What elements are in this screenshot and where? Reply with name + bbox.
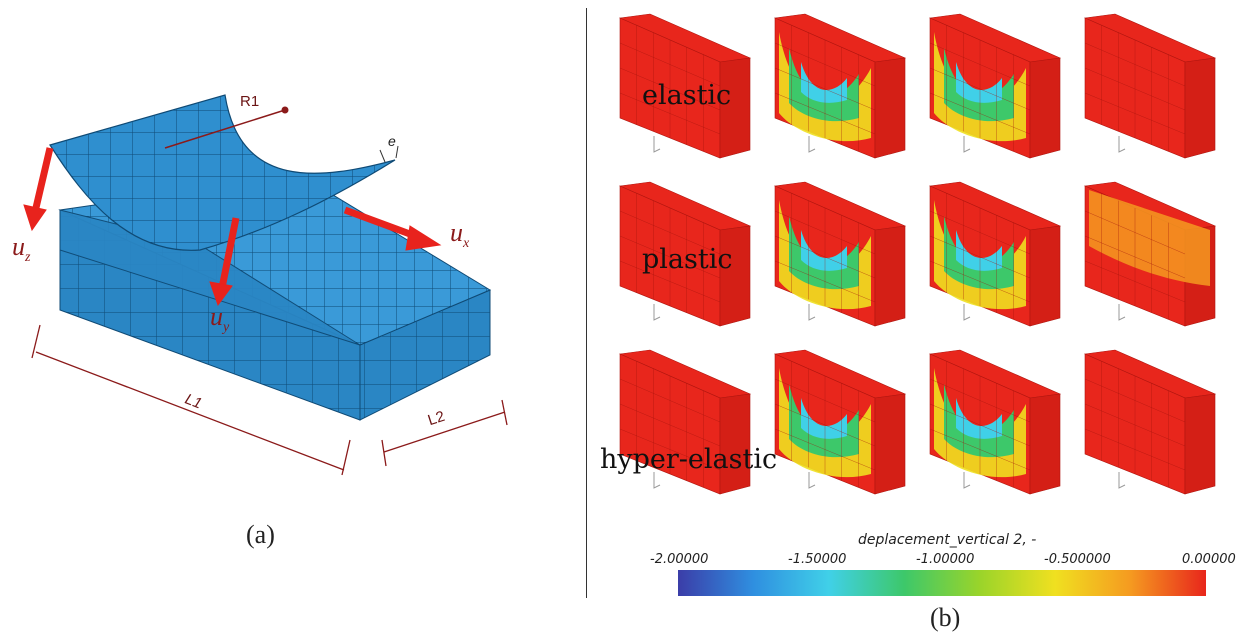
colorbar-tick-min: -2.00000 — [650, 552, 709, 567]
panel-a-mesh-diagram — [23, 94, 508, 476]
row-label-plastic: plastic — [642, 244, 733, 275]
uy-label: uy — [210, 302, 230, 336]
axis-triad-icon — [963, 304, 971, 321]
axis-triad-icon — [808, 472, 816, 489]
row-label-hyper-elastic: hyper-elastic — [600, 444, 778, 475]
result-block-r1-c2 — [928, 181, 1062, 327]
caption-a: (a) — [246, 520, 275, 549]
axis-triad-icon — [653, 472, 661, 489]
axis-triad-icon — [963, 472, 971, 489]
panel-b-results-grid — [618, 13, 1217, 495]
result-block-r2-c0 — [618, 349, 752, 495]
axis-triad-icon — [653, 304, 661, 321]
result-block-r2-c2 — [928, 349, 1062, 495]
panel-divider — [586, 8, 587, 598]
caption-b: (b) — [930, 603, 961, 632]
curved-shell — [49, 94, 396, 251]
ux-label: ux — [450, 218, 470, 252]
colorbar-tick-3: -0.500000 — [1044, 552, 1111, 567]
result-block-r0-c2 — [928, 13, 1062, 159]
e-label: e — [388, 133, 396, 149]
colorbar-tick-max: 0.00000 — [1182, 552, 1236, 567]
result-block-r2-c1 — [773, 349, 907, 495]
colorbar-tick-2: -1.00000 — [916, 552, 975, 567]
colorbar-tick-1: -1.50000 — [788, 552, 847, 567]
uy-arrow — [209, 217, 240, 307]
axis-triad-icon — [808, 304, 816, 321]
e-dimension — [379, 145, 399, 163]
axis-triad-icon — [1118, 304, 1126, 321]
colorbar-title: deplacement_vertical 2, - — [858, 532, 1037, 548]
r1-dimension — [164, 106, 289, 149]
axis-triad-icon — [808, 136, 816, 153]
uz-label: uz — [12, 232, 31, 266]
axis-triad-icon — [653, 136, 661, 153]
l2-dimension — [381, 399, 508, 467]
result-block-r1-c3 — [1083, 181, 1217, 327]
axis-triad-icon — [963, 136, 971, 153]
result-block-r1-c0 — [618, 181, 752, 327]
result-block-r2-c3 — [1083, 349, 1217, 495]
axis-triad-icon — [1118, 136, 1126, 153]
result-block-r0-c3 — [1083, 13, 1217, 159]
ux-arrow — [343, 206, 442, 251]
r1-label: R1 — [240, 93, 260, 110]
colorbar-gradient — [678, 570, 1206, 596]
uz-arrow — [23, 147, 54, 232]
result-block-r0-c1 — [773, 13, 907, 159]
result-block-r1-c1 — [773, 181, 907, 327]
axis-triad-icon — [1118, 472, 1126, 489]
row-label-elastic: elastic — [642, 80, 732, 111]
l1-dimension — [31, 324, 351, 476]
result-block-r0-c0 — [618, 13, 752, 159]
